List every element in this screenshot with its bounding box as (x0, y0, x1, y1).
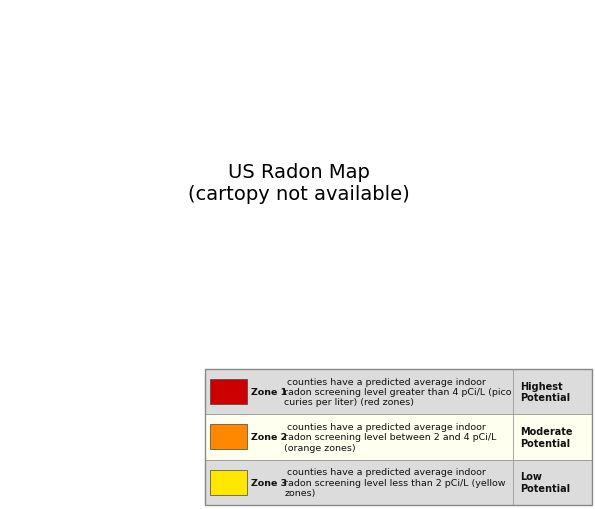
Text: Zone 3: Zone 3 (251, 478, 287, 487)
Text: counties have a predicted average indoor
radon screening level between 2 and 4 p: counties have a predicted average indoor… (284, 422, 497, 452)
Bar (210, 425, 247, 449)
Bar (210, 470, 247, 495)
Bar (205, 369, 592, 414)
Text: Moderate
Potential: Moderate Potential (521, 426, 573, 448)
Text: Highest
Potential: Highest Potential (521, 381, 571, 403)
Bar (205, 460, 592, 505)
Text: counties have a predicted average indoor
radon screening level less than 2 pCi/L: counties have a predicted average indoor… (284, 467, 506, 497)
Bar (205, 414, 592, 460)
Text: counties have a predicted average indoor
radon screening level greater than 4 pC: counties have a predicted average indoor… (284, 377, 512, 407)
Text: US Radon Map
(cartopy not available): US Radon Map (cartopy not available) (188, 163, 410, 204)
Bar (210, 379, 247, 404)
Text: Low
Potential: Low Potential (521, 471, 571, 493)
Text: Zone 1: Zone 1 (251, 387, 287, 396)
Text: Zone 2: Zone 2 (251, 433, 287, 441)
